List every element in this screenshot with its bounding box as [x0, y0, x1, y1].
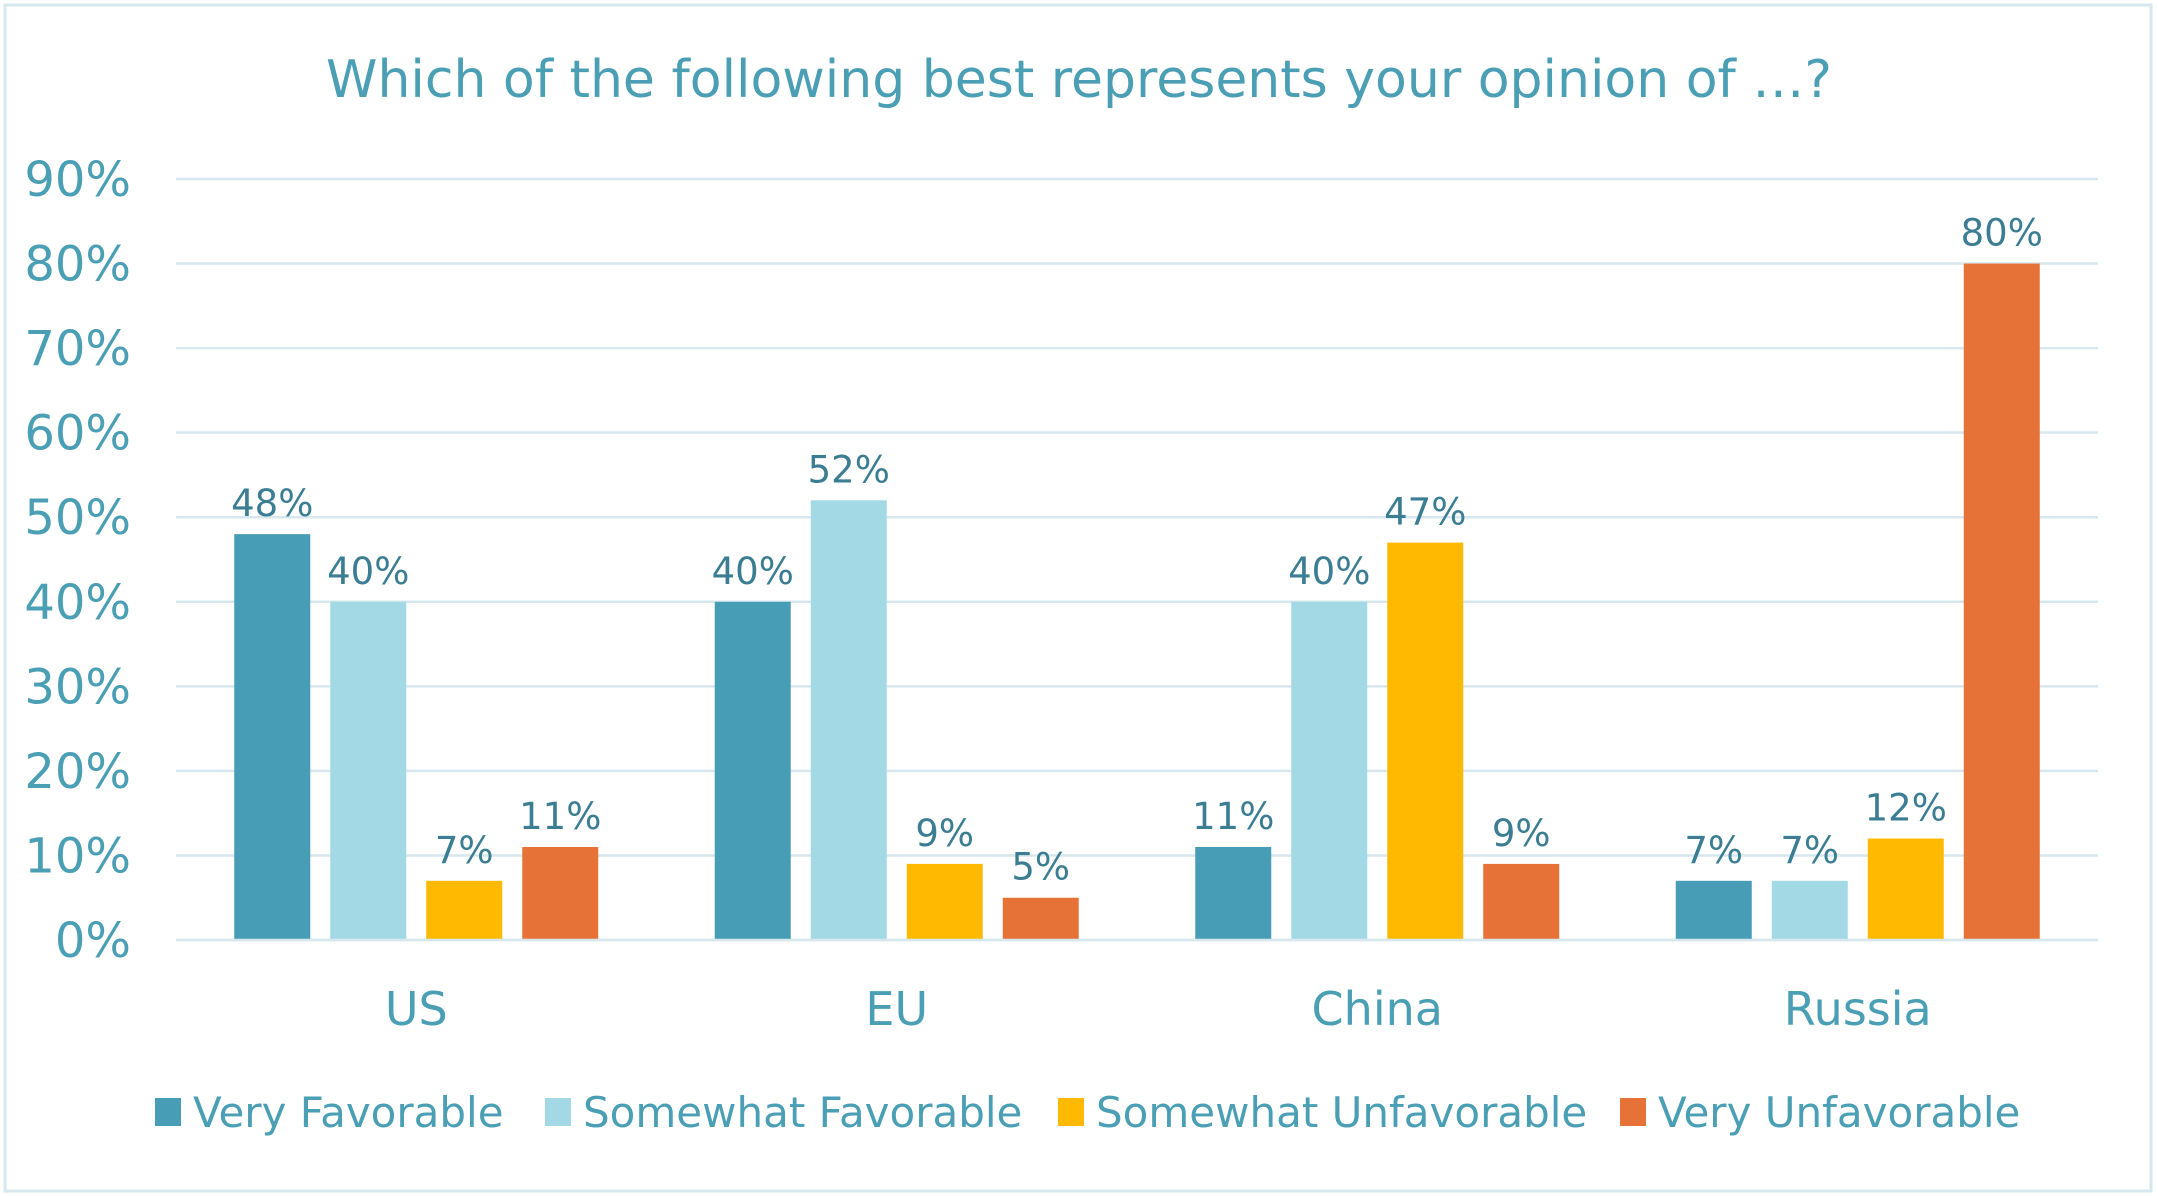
- chart-border: [3, 3, 2153, 1193]
- data-label: 48%: [231, 482, 313, 525]
- bar-russia-somewhat-unfavorable: [1867, 838, 1944, 940]
- data-label: 7%: [1780, 829, 1839, 872]
- y-tick-label: 80%: [24, 237, 131, 293]
- chart-title: Which of the following best represents y…: [326, 50, 1832, 110]
- data-label: 11%: [1192, 795, 1274, 838]
- legend-label: Somewhat Unfavorable: [1096, 1088, 1587, 1137]
- legend-label: Very Unfavorable: [1658, 1088, 2020, 1137]
- legend-item: Somewhat Favorable: [545, 1088, 1022, 1137]
- y-tick-label: 40%: [24, 575, 131, 631]
- legend-label: Somewhat Favorable: [583, 1088, 1022, 1137]
- data-label: 40%: [327, 550, 409, 593]
- data-label: 5%: [1011, 846, 1070, 889]
- legend: Very Favorable Somewhat Favorable Somewhat…: [155, 1088, 2020, 1137]
- bars: 48% 40% 7% 11% 40% 52% 9% 5% 11% 40% 47% 9% 7% 7% 12% 8…: [231, 212, 2043, 940]
- bar-russia-very-unfavorable: [1963, 263, 2040, 940]
- bar-us-somewhat-unfavorable: [426, 880, 503, 940]
- bar-russia-somewhat-favorable: [1771, 880, 1848, 940]
- bar-russia-very-favorable: [1675, 880, 1752, 940]
- y-tick-label: 10%: [24, 828, 131, 884]
- bar-eu-very-favorable: [714, 601, 791, 940]
- y-tick-label: 30%: [24, 659, 131, 715]
- data-label: 40%: [1288, 550, 1370, 593]
- legend-swatch: [545, 1098, 571, 1126]
- data-label: 12%: [1865, 787, 1947, 830]
- data-label: 7%: [1684, 829, 1743, 872]
- legend-swatch: [1620, 1098, 1646, 1126]
- data-label: 7%: [435, 829, 494, 872]
- legend-item: Very Unfavorable: [1620, 1088, 2020, 1137]
- x-tick-label: Russia: [1784, 982, 1932, 1036]
- legend-item: Somewhat Unfavorable: [1058, 1088, 1587, 1137]
- y-tick-label: 70%: [24, 321, 131, 377]
- data-label: 80%: [1961, 212, 2043, 255]
- bar-china-very-unfavorable: [1483, 863, 1560, 940]
- legend-item: Very Favorable: [155, 1088, 504, 1137]
- bar-china-somewhat-favorable: [1291, 601, 1368, 940]
- x-tick-label: US: [385, 982, 448, 1036]
- y-tick-label: 20%: [24, 744, 131, 800]
- y-tick-label: 0%: [55, 913, 131, 969]
- data-label: 9%: [1492, 812, 1551, 855]
- bar-china-somewhat-unfavorable: [1387, 542, 1464, 940]
- data-label: 9%: [915, 812, 974, 855]
- legend-swatch: [1058, 1098, 1084, 1126]
- bar-eu-somewhat-unfavorable: [906, 863, 983, 940]
- bar-us-very-unfavorable: [522, 846, 599, 940]
- x-tick-label: EU: [865, 982, 928, 1036]
- y-tick-label: 60%: [24, 406, 131, 462]
- data-label: 52%: [808, 448, 890, 491]
- bar-us-somewhat-favorable: [330, 601, 407, 940]
- bar-us-very-favorable: [234, 534, 311, 940]
- data-label: 40%: [712, 550, 794, 593]
- x-axis: US EU China Russia: [176, 938, 2098, 1036]
- bar-china-very-favorable: [1195, 846, 1272, 940]
- legend-label: Very Favorable: [193, 1088, 504, 1137]
- y-axis: 0% 10% 20% 30% 40% 50% 60% 70% 80% 90%: [24, 152, 131, 969]
- y-tick-label: 90%: [24, 152, 131, 208]
- y-tick-label: 50%: [24, 490, 131, 546]
- legend-swatch: [155, 1098, 181, 1126]
- data-label: 11%: [519, 795, 601, 838]
- bar-eu-very-unfavorable: [1002, 897, 1079, 940]
- bar-eu-somewhat-favorable: [810, 500, 887, 940]
- data-label: 47%: [1384, 491, 1466, 534]
- x-tick-label: China: [1312, 982, 1443, 1036]
